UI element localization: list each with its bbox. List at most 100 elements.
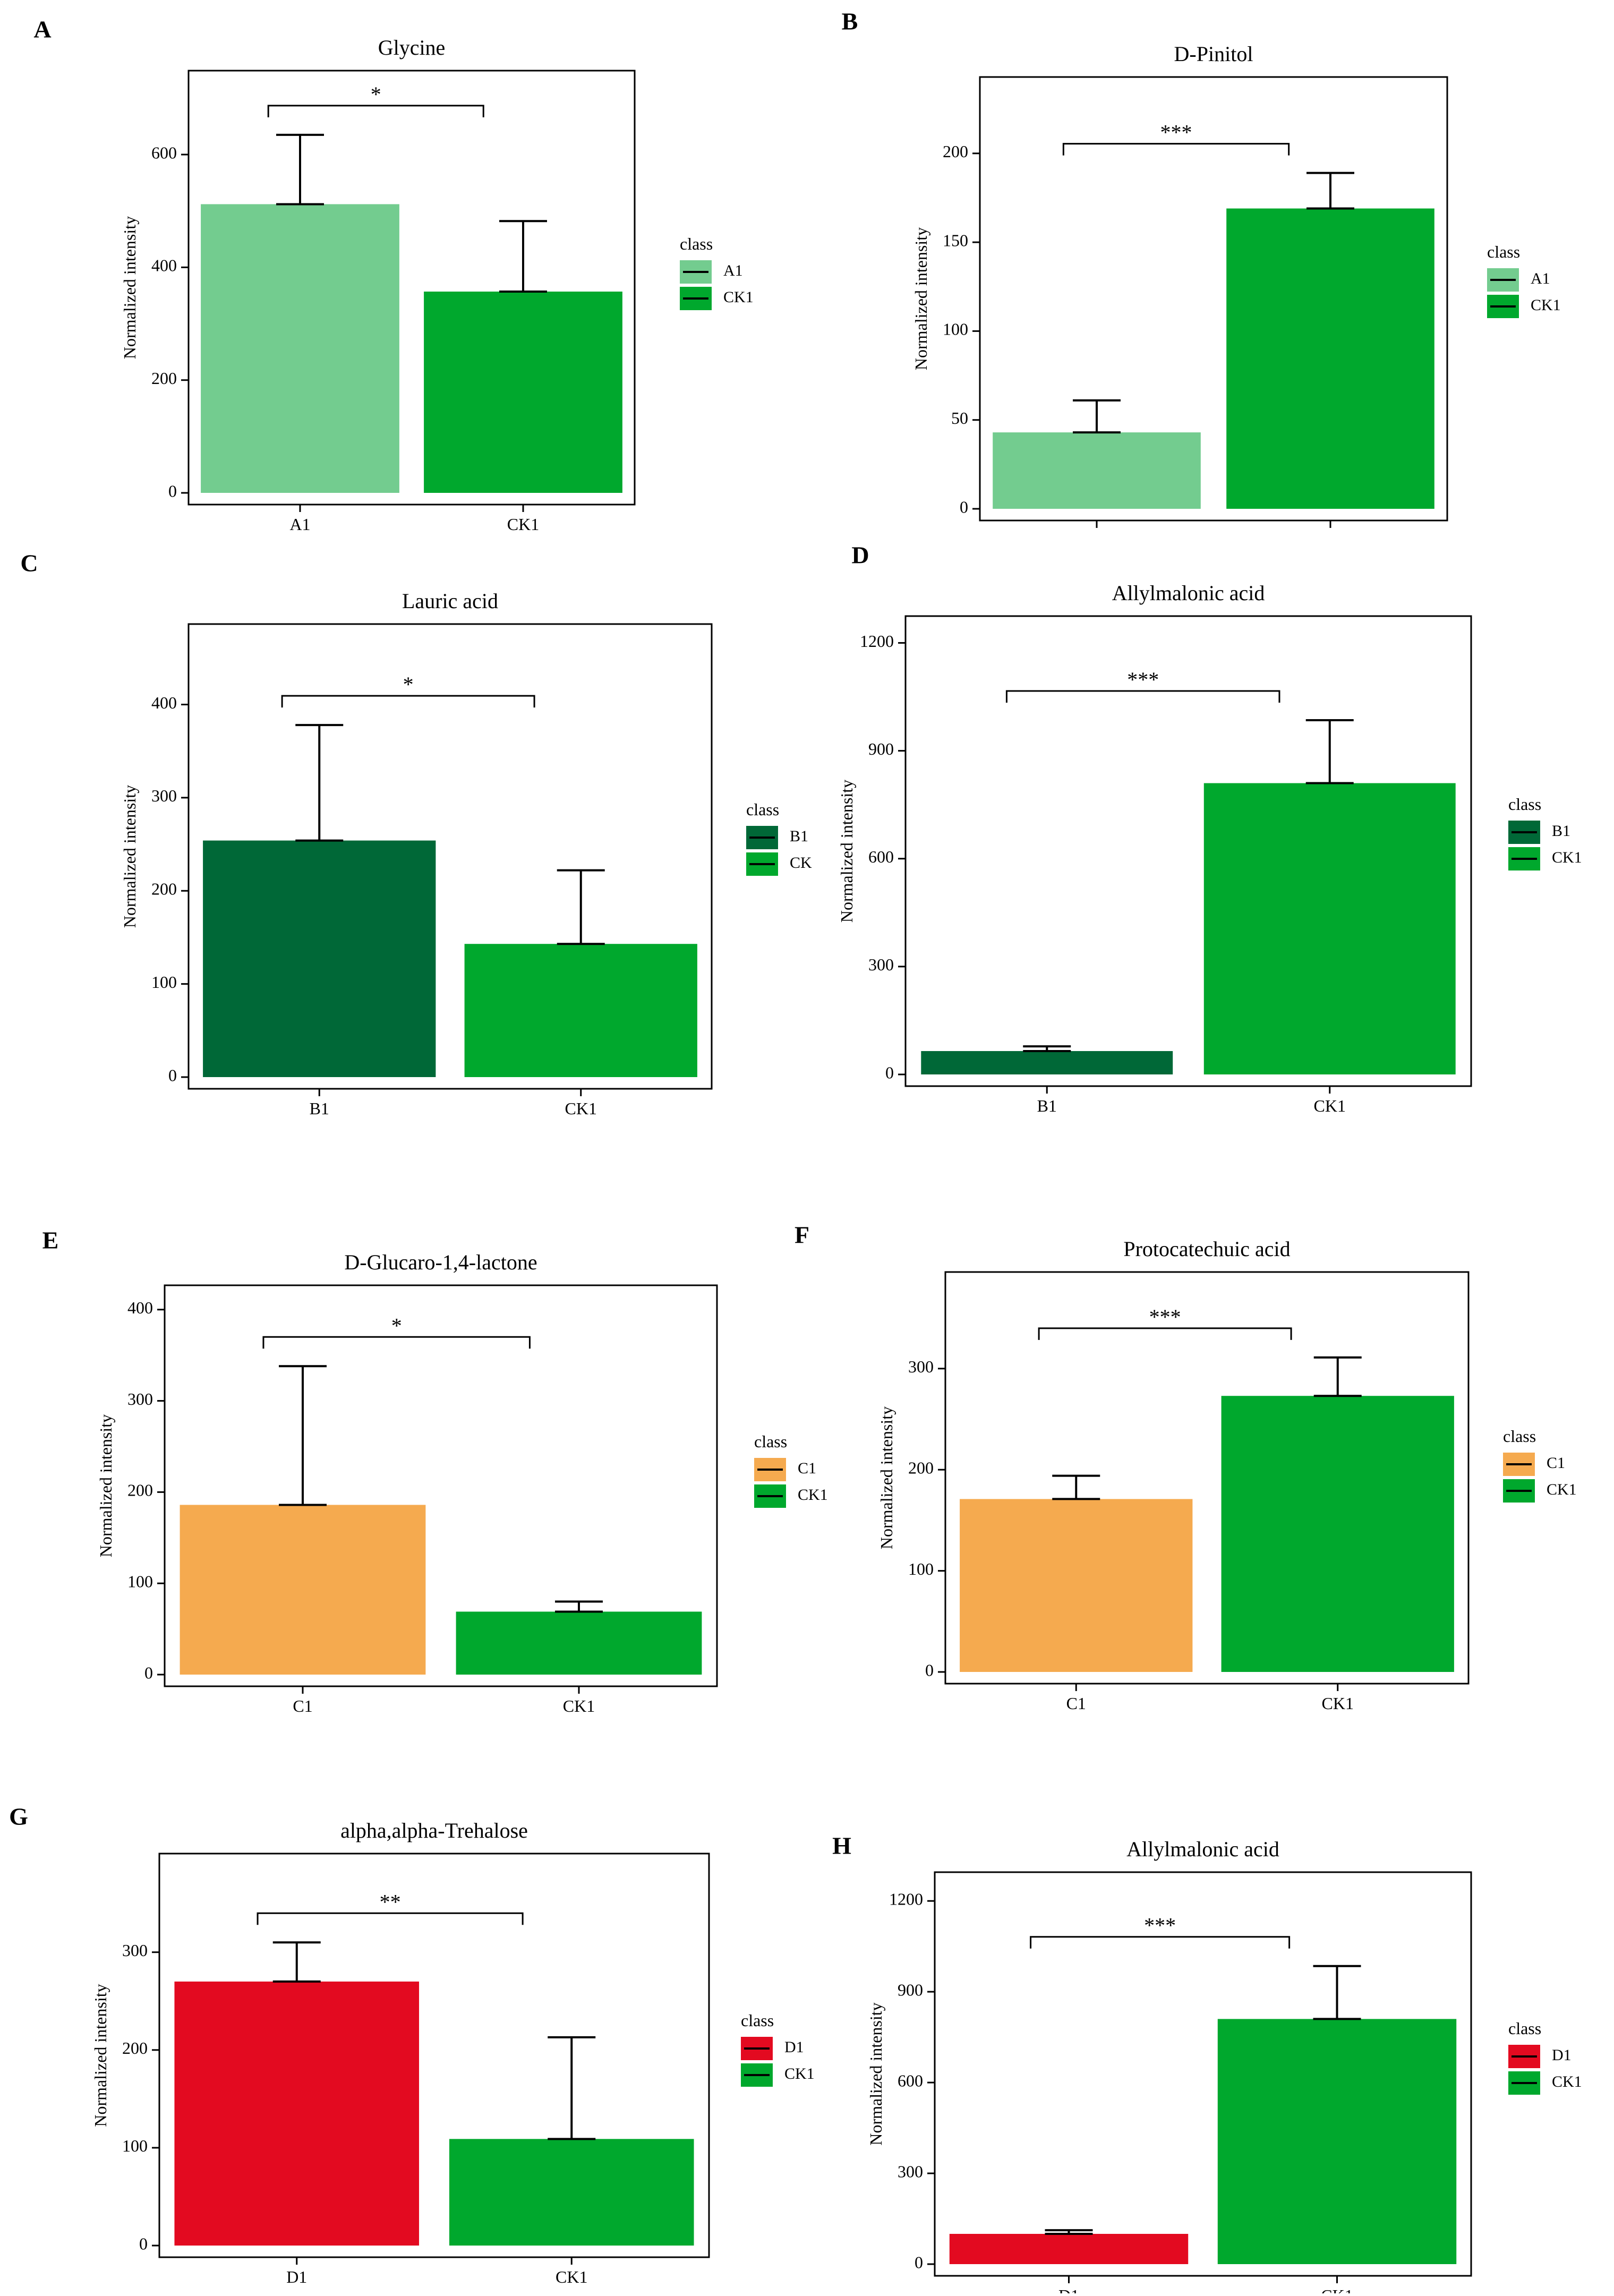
- y-tick-label: 50: [951, 408, 968, 428]
- chart-title: D-Pinitol: [1174, 42, 1253, 66]
- y-tick-label: 400: [127, 1298, 153, 1317]
- y-tick-label: 100: [122, 2136, 148, 2155]
- legend-title: class: [746, 800, 779, 819]
- y-tick-label: 200: [943, 142, 968, 161]
- legend-title: class: [1508, 2019, 1541, 2038]
- bar-c1: [960, 1499, 1193, 1672]
- y-tick-label: 0: [915, 2252, 923, 2272]
- panel-letter: C: [20, 550, 38, 577]
- panel-e: E D-Glucaro-1,4-lactone Normalized intensi…: [42, 1227, 828, 1715]
- panel-c: C Lauric acid Normalized intensity 0 100 200 3…: [20, 550, 812, 1118]
- panel-letter: A: [33, 16, 51, 43]
- y-tick-label: 0: [960, 497, 968, 516]
- bar-b1: [921, 1051, 1173, 1074]
- bar-b1: [203, 840, 436, 1077]
- plot-frame: [187, 623, 713, 1090]
- y-tick-label: 200: [122, 2038, 148, 2058]
- y-tick-label: 200: [151, 880, 177, 899]
- significance-stars: *: [391, 1313, 402, 1337]
- legend: class D1 CK1: [741, 2011, 815, 2087]
- x-tick-label: C1: [293, 1696, 312, 1715]
- significance-bracket: [262, 1336, 531, 1349]
- significance-stars: ***: [1160, 121, 1192, 144]
- y-tick-label: 100: [908, 1559, 934, 1578]
- y-tick-label: 300: [898, 2162, 923, 2181]
- legend-title: class: [1508, 795, 1541, 814]
- y-tick-label: 600: [868, 847, 894, 866]
- significance-bracket: [1030, 1936, 1291, 1949]
- significance-stars: ***: [1149, 1305, 1181, 1329]
- legend-title: class: [741, 2011, 774, 2030]
- x-tick-label: CK1: [1322, 1694, 1354, 1713]
- bar-ck1: [456, 1611, 702, 1675]
- bar-ck1: [464, 944, 697, 1077]
- chart-title: Allylmalonic acid: [1126, 1837, 1279, 1861]
- panel-f: F Protocatechuic acid Normalized intensity…: [795, 1222, 1577, 1713]
- y-tick-label: 200: [127, 1481, 153, 1500]
- y-tick-label: 100: [127, 1572, 153, 1591]
- x-tick-label: CK1: [1314, 1096, 1346, 1115]
- plot-frame: [979, 76, 1448, 522]
- plot-frame: [158, 1853, 710, 2258]
- y-tick-label: 100: [943, 320, 968, 339]
- y-tick-label: 100: [151, 972, 177, 992]
- x-tick-label: CK1: [565, 1099, 597, 1118]
- x-tick-label: CK1: [556, 2267, 587, 2286]
- bar-a1: [201, 204, 399, 493]
- y-axis-label: Normalized intensity: [866, 2002, 885, 2145]
- x-tick-label: D1: [286, 2267, 307, 2286]
- significance-bracket: [257, 1912, 524, 1925]
- y-tick-label: 600: [898, 2071, 923, 2090]
- significance-stars: **: [380, 1890, 401, 1914]
- panel-letter: D: [851, 542, 869, 569]
- panel-h: H Allylmalonic acid Normalized intensity 0 3…: [832, 1832, 1582, 2296]
- legend-label: CK1: [798, 1486, 828, 1504]
- x-tick-label: D1: [1058, 2286, 1079, 2293]
- bar-ck1: [1203, 783, 1456, 1074]
- y-axis-label: Normalized intensity: [877, 1406, 896, 1549]
- y-tick-label: 900: [868, 739, 894, 758]
- legend-label: CK1: [784, 2065, 815, 2082]
- significance-stars: *: [403, 672, 414, 696]
- legend-label: A1: [723, 262, 743, 279]
- significance-bracket: [1038, 1327, 1292, 1340]
- y-tick-label: 300: [868, 955, 894, 974]
- y-tick-label: 1200: [889, 1890, 923, 1909]
- panel-a: A Glycine Normalized intensity 0 200 400 600 A1…: [33, 16, 753, 534]
- panel-letter: F: [795, 1222, 809, 1249]
- y-axis-label: Normalized intensity: [91, 1984, 110, 2127]
- legend-label: B1: [790, 827, 808, 845]
- y-axis-label: Normalized intensity: [96, 1414, 115, 1557]
- plot-frame: [164, 1284, 718, 1687]
- y-tick-label: 0: [144, 1663, 153, 1682]
- panel-letter: B: [842, 8, 858, 35]
- chart-title: Glycine: [378, 36, 446, 59]
- legend: class A1 CK1: [1487, 242, 1561, 318]
- plot-frame: [904, 615, 1472, 1087]
- y-tick-label: 600: [151, 143, 177, 162]
- legend-title: class: [1503, 1427, 1536, 1446]
- bar-d1: [174, 1981, 420, 2246]
- legend-label: CK1: [723, 288, 754, 306]
- legend-label: CK1: [1531, 296, 1561, 314]
- legend: class B1 CK1: [1508, 795, 1582, 870]
- chart-title: Allylmalonic acid: [1112, 581, 1265, 605]
- significance-stars: ***: [1127, 668, 1159, 692]
- panel-b: B D-Pinitol Normalized intensity 0 50 100 150 2…: [842, 8, 1561, 528]
- y-axis-label: Normalized intensity: [120, 216, 139, 359]
- bar-d1: [949, 2234, 1189, 2264]
- y-tick-label: 300: [151, 786, 177, 805]
- legend-title: class: [680, 234, 713, 253]
- y-tick-label: 200: [151, 369, 177, 388]
- x-tick-label: A1: [289, 515, 310, 534]
- legend-title: class: [1487, 242, 1520, 261]
- legend: class A1 CK1: [680, 234, 754, 310]
- y-tick-label: 300: [908, 1357, 934, 1376]
- significance-bracket: [1062, 143, 1290, 156]
- x-tick-label: B1: [1037, 1096, 1057, 1115]
- bar-c1: [180, 1505, 426, 1675]
- legend-label: D1: [1552, 2046, 1572, 2064]
- legend: class C1 CK1: [1503, 1427, 1577, 1503]
